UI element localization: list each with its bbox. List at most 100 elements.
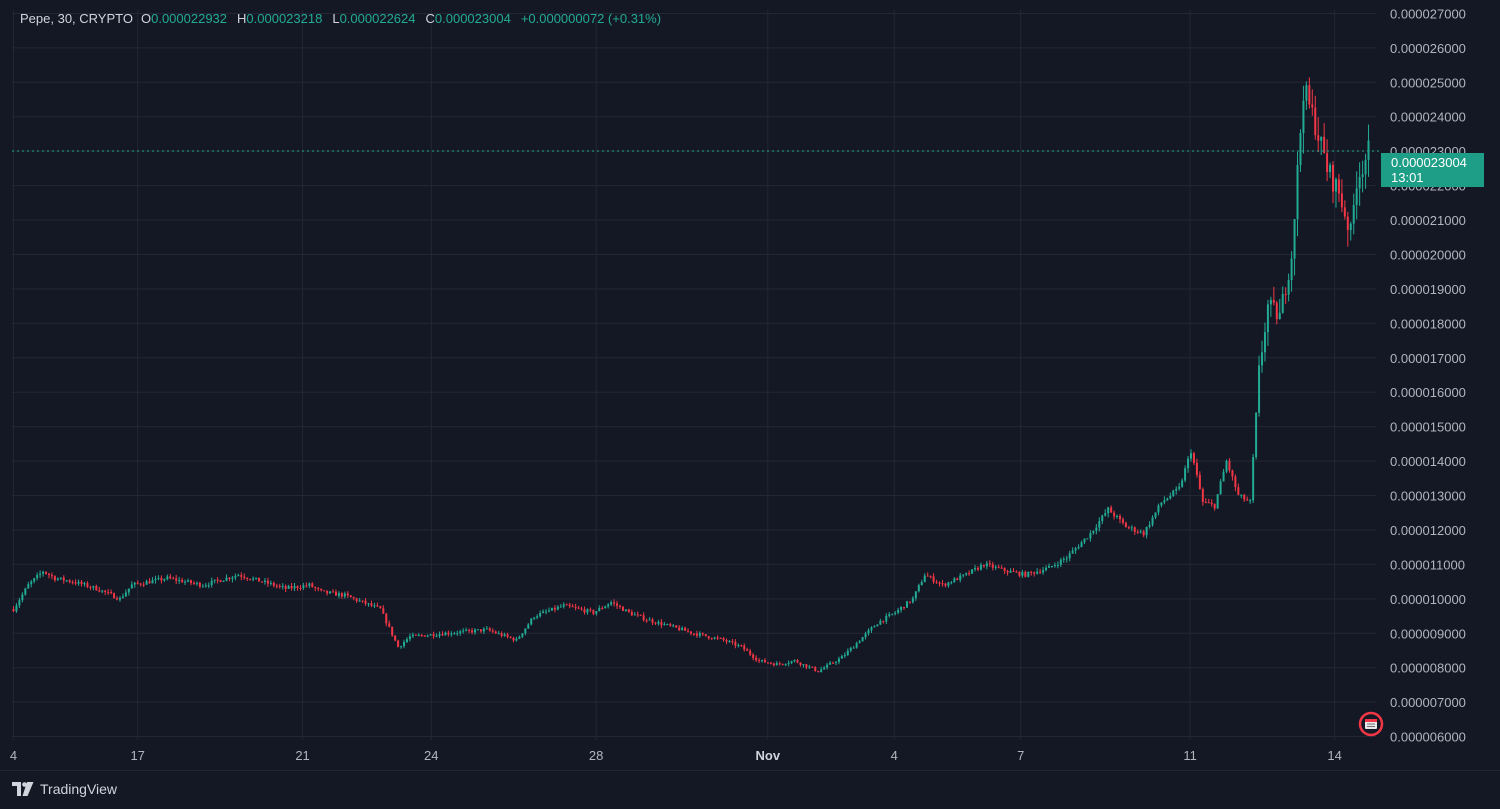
price-tick-label: 0.000011000 xyxy=(1390,557,1465,572)
candle xyxy=(382,605,385,614)
candle xyxy=(719,637,722,639)
candle xyxy=(976,566,979,572)
candle xyxy=(660,619,663,629)
candle xyxy=(527,623,530,629)
candle xyxy=(722,636,725,642)
candle xyxy=(920,579,923,586)
candle xyxy=(737,643,740,648)
price-tick-label: 0.000016000 xyxy=(1390,385,1466,400)
candle xyxy=(488,627,491,632)
candle xyxy=(636,611,639,618)
time-tick-label: Nov xyxy=(756,748,781,763)
candle xyxy=(77,579,80,586)
candle xyxy=(361,600,364,603)
footer-bar: TradingView xyxy=(0,770,1500,809)
candle xyxy=(657,619,660,626)
candle xyxy=(479,629,482,634)
candle xyxy=(494,630,497,635)
candle xyxy=(974,564,977,572)
candle xyxy=(438,631,441,639)
candle xyxy=(243,573,246,580)
candle xyxy=(334,589,337,596)
calendar-icon[interactable] xyxy=(1358,711,1384,737)
candle xyxy=(15,603,18,613)
candle xyxy=(716,635,719,640)
candle xyxy=(1187,455,1190,473)
candle xyxy=(710,637,713,640)
candle xyxy=(1228,458,1231,473)
price-tick-label: 0.000021000 xyxy=(1390,213,1466,228)
candle xyxy=(1095,523,1098,535)
candle xyxy=(263,577,266,585)
candle xyxy=(651,617,654,626)
candle xyxy=(929,575,932,579)
candle xyxy=(1071,547,1074,554)
candle xyxy=(802,664,805,668)
candle xyxy=(994,564,997,571)
candle xyxy=(435,633,438,638)
candle xyxy=(1195,458,1198,478)
candle xyxy=(1181,478,1184,488)
candle xyxy=(938,581,941,587)
candle xyxy=(1302,85,1305,154)
candle xyxy=(1151,515,1154,527)
candle xyxy=(684,626,687,631)
candle xyxy=(805,663,808,670)
candle xyxy=(1258,355,1261,417)
candle xyxy=(663,621,666,626)
tradingview-brand[interactable]: TradingView xyxy=(12,781,117,797)
price-tick-label: 0.000010000 xyxy=(1390,592,1466,607)
candle xyxy=(1136,529,1139,534)
candle xyxy=(553,605,556,613)
candle xyxy=(429,633,432,636)
candle xyxy=(932,573,935,585)
candle xyxy=(1269,296,1272,317)
candle xyxy=(468,628,471,634)
candle xyxy=(618,604,621,609)
candle xyxy=(1266,299,1269,346)
candle xyxy=(1346,211,1349,247)
price-tick-label: 0.000026000 xyxy=(1390,41,1466,56)
candle xyxy=(414,634,417,636)
price-tick-label: 0.000006000 xyxy=(1390,730,1466,745)
time-axis[interactable]: 4 17 21 24 28 Nov 4 7 11 14 xyxy=(10,748,1342,763)
brand-name: TradingView xyxy=(40,781,118,797)
price-tick-label: 0.000014000 xyxy=(1390,454,1466,469)
candle xyxy=(713,636,716,640)
candle xyxy=(1133,526,1136,535)
price-tick-label: 0.000007000 xyxy=(1390,695,1466,710)
candle xyxy=(829,660,832,665)
candle xyxy=(1169,492,1172,500)
candle xyxy=(127,588,130,596)
candle xyxy=(420,633,423,637)
candle xyxy=(556,605,559,611)
candle xyxy=(1172,489,1175,497)
candle xyxy=(222,580,225,582)
price-axis[interactable]: 0.000027000 0.000026000 0.000025000 0.00002… xyxy=(1390,6,1466,744)
candle xyxy=(506,632,509,639)
low-label: L xyxy=(332,11,340,26)
candle xyxy=(811,666,814,668)
symbol-title[interactable]: Pepe, 30, CRYPTO xyxy=(20,11,133,26)
candle xyxy=(624,609,627,612)
candle xyxy=(1107,506,1110,518)
candle xyxy=(1130,525,1133,532)
candle xyxy=(364,598,367,606)
candle xyxy=(926,572,929,577)
candle xyxy=(746,647,749,651)
candle xyxy=(157,575,160,581)
candle xyxy=(692,633,695,636)
candle xyxy=(542,609,545,614)
candle xyxy=(86,581,89,589)
chart-grid xyxy=(12,10,1376,740)
candle xyxy=(1056,561,1059,569)
candle xyxy=(1068,550,1071,562)
price-tick-label: 0.000017000 xyxy=(1390,351,1466,366)
candle xyxy=(104,590,107,596)
candle xyxy=(1296,151,1299,237)
candle xyxy=(817,670,820,673)
candle xyxy=(47,572,50,579)
candle xyxy=(524,628,527,636)
candle xyxy=(808,664,811,669)
